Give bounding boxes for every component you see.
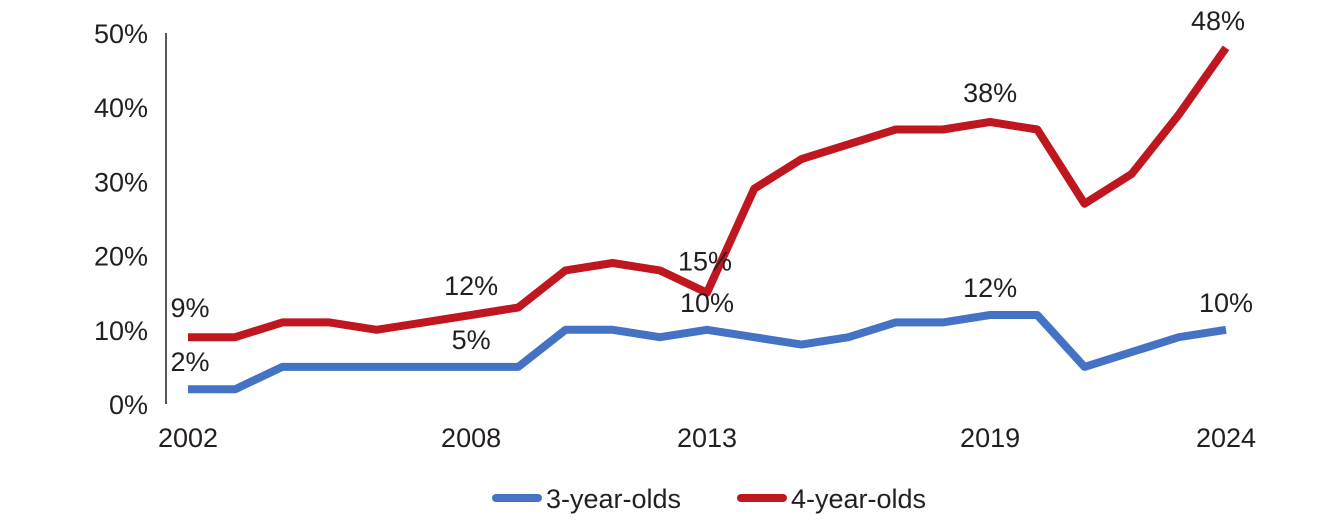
x-tick-label: 2013 [677, 423, 737, 453]
data-label: 10% [1199, 288, 1253, 318]
data-label: 10% [680, 288, 734, 318]
y-tick-label: 30% [94, 167, 148, 197]
chart-axes: 0% 10% 20% 30% 40% 50% 2002 2008 2013 2019 2024 [94, 19, 1256, 453]
chart-data-labels: 2% 5% 10% 12% 10% 9% 12% 15% 38% 48% [170, 6, 1253, 377]
data-label: 38% [963, 78, 1017, 108]
chart-legend: 3-year-olds 4-year-olds [492, 484, 926, 514]
data-label: 9% [170, 293, 209, 323]
x-tick-label: 2008 [441, 423, 501, 453]
data-label: 12% [963, 273, 1017, 303]
series-line-four-year-olds [188, 45, 1230, 342]
data-label: 15% [678, 247, 732, 277]
y-tick-label: 20% [94, 242, 148, 272]
y-tick-label: 50% [94, 19, 148, 49]
x-tick-label: 2019 [960, 423, 1020, 453]
series-line-three-year-olds [188, 311, 1227, 394]
chart-series [188, 45, 1230, 394]
data-label: 2% [170, 347, 209, 377]
data-label: 48% [1191, 6, 1245, 36]
data-label: 5% [452, 325, 491, 355]
y-tick-label: 10% [94, 316, 148, 346]
y-tick-label: 0% [109, 390, 148, 420]
y-tick-label: 40% [94, 93, 148, 123]
data-label: 12% [444, 271, 498, 301]
x-tick-label: 2002 [158, 423, 218, 453]
legend-label: 4-year-olds [791, 484, 926, 514]
legend-label: 3-year-olds [546, 484, 681, 514]
x-tick-label: 2024 [1196, 423, 1256, 453]
